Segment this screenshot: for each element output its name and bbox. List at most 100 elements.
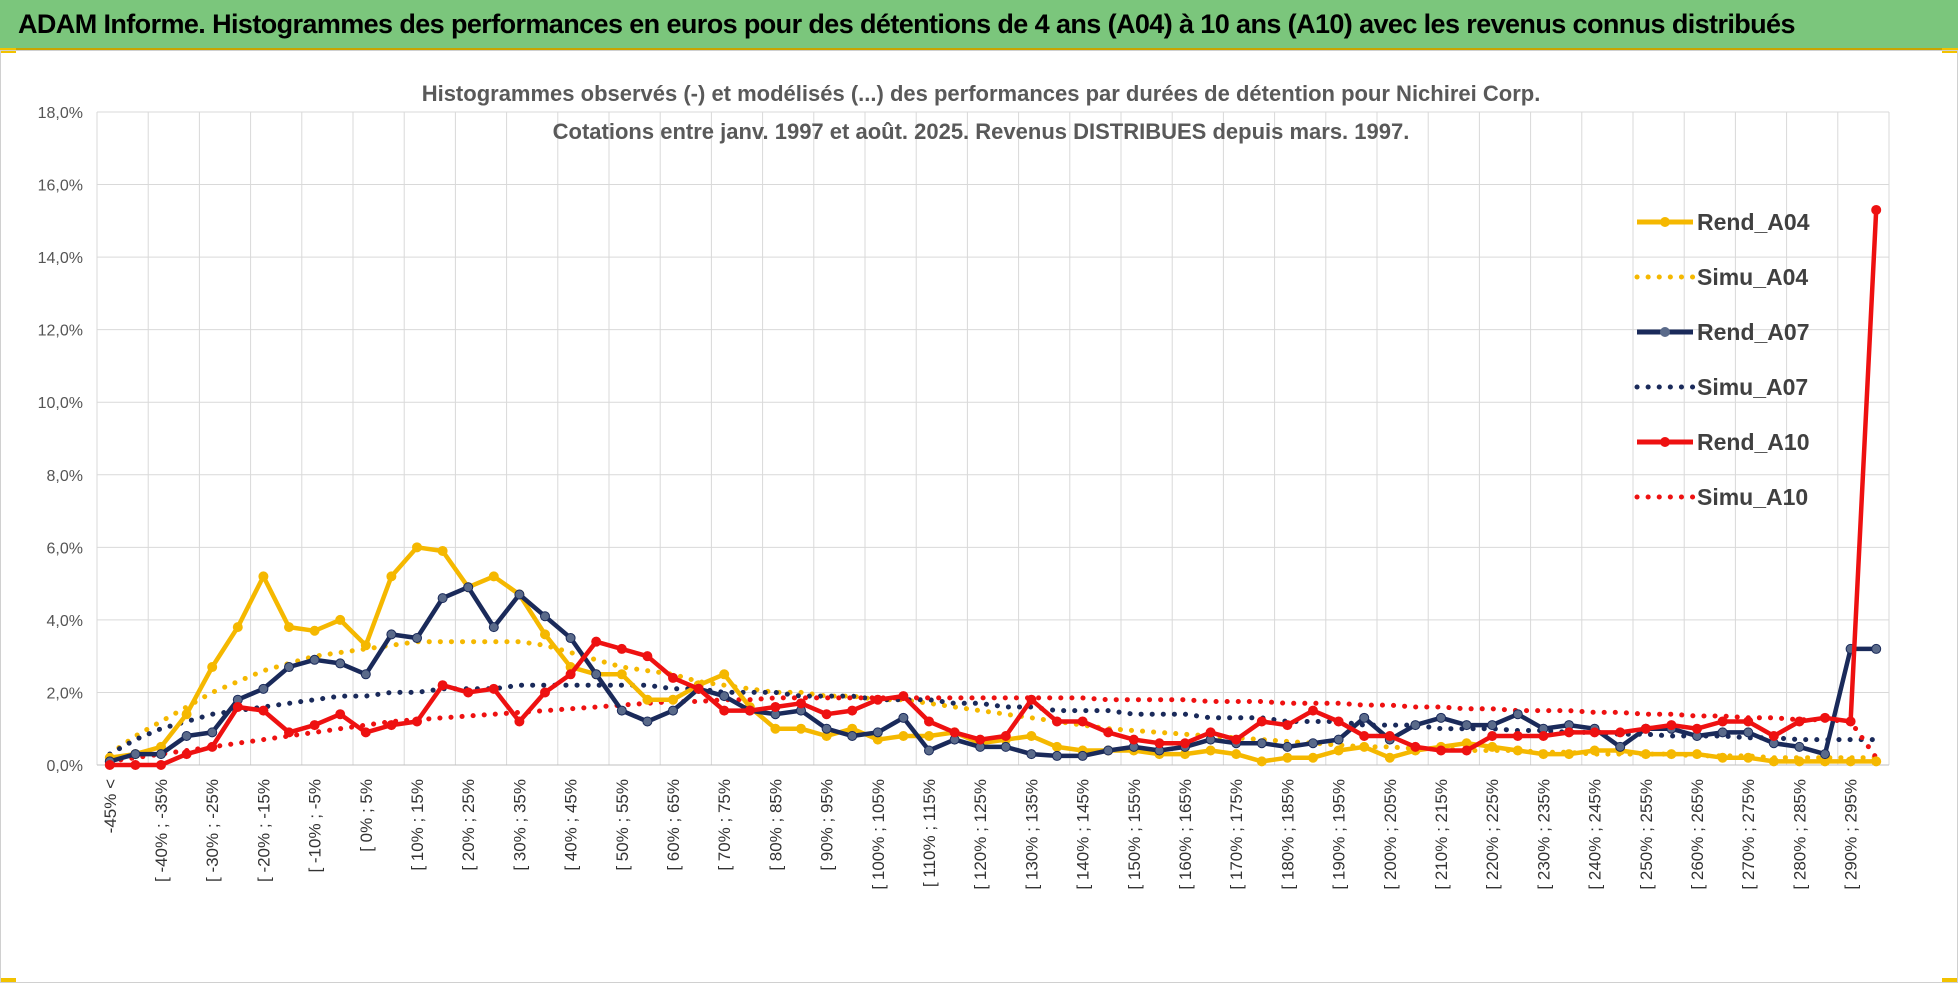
data-point (1768, 756, 1779, 767)
data-point (386, 571, 397, 582)
data-point (258, 571, 269, 582)
corner-accent (0, 978, 16, 983)
x-tick-label: [ 110% ; 115% (920, 779, 939, 887)
data-point (130, 760, 141, 770)
data-point (1538, 749, 1549, 760)
data-point (309, 625, 320, 636)
data-point (949, 727, 960, 738)
x-tick-label: [ 270% ; 275% (1739, 779, 1758, 890)
data-point (1359, 741, 1370, 752)
y-tick-label: 8,0% (47, 468, 83, 485)
data-point (1205, 727, 1216, 738)
data-point (156, 749, 166, 760)
data-point (1077, 716, 1088, 727)
data-point (181, 709, 192, 720)
data-point (1333, 716, 1344, 727)
data-point (1589, 745, 1600, 756)
legend-label: Rend_A10 (1697, 429, 1809, 455)
x-tick-label: [ 200% ; 205% (1381, 779, 1400, 890)
data-point (1692, 749, 1702, 760)
x-tick-label: -45% < (101, 779, 120, 833)
data-point (565, 669, 576, 680)
data-point (181, 749, 192, 760)
data-point (591, 636, 602, 647)
data-point (872, 727, 883, 738)
data-point (232, 622, 243, 633)
data-point (1436, 745, 1446, 756)
data-point (1692, 723, 1702, 734)
series-line-simu_a10 (107, 695, 1879, 764)
header-banner: ADAM Informe. Histogrammes des performan… (0, 0, 1958, 50)
data-point (1410, 720, 1421, 731)
data-point (1871, 643, 1882, 654)
data-point (1589, 727, 1600, 738)
data-point (1871, 204, 1882, 215)
data-point (1231, 734, 1242, 745)
data-point (1717, 752, 1728, 763)
data-point (1487, 720, 1498, 731)
data-point (1000, 730, 1011, 741)
data-point (1615, 741, 1626, 752)
data-point (616, 669, 627, 680)
data-point (1538, 730, 1549, 741)
data-point (642, 716, 653, 727)
x-tick-label: [ 50% ; 55% (613, 779, 632, 871)
data-point (1026, 749, 1037, 760)
data-point (514, 589, 525, 600)
data-point (1103, 745, 1114, 756)
data-point (335, 709, 346, 720)
data-point (1615, 727, 1626, 738)
data-point (744, 705, 755, 716)
data-point (258, 705, 269, 716)
x-tick-label: [ 20% ; 25% (459, 779, 478, 871)
data-point (1512, 709, 1523, 720)
data-point (386, 720, 397, 731)
data-point (1845, 756, 1856, 767)
legend-label: Simu_A04 (1697, 264, 1808, 290)
data-point (847, 730, 858, 741)
data-point (668, 672, 678, 683)
data-point (386, 629, 397, 640)
data-point (360, 640, 371, 651)
data-point (1717, 716, 1728, 727)
data-point (463, 582, 474, 593)
x-tick-label: [ 290% ; 295% (1842, 779, 1861, 890)
data-point (1333, 745, 1344, 756)
data-point (1564, 727, 1574, 738)
data-point (1256, 716, 1267, 727)
data-point (1282, 741, 1293, 752)
x-tick-label: [ 80% ; 85% (766, 779, 785, 871)
data-point (1333, 734, 1344, 745)
x-tick-label: [ 230% ; 235% (1534, 779, 1553, 890)
data-point (1512, 745, 1523, 756)
legend-marker (1660, 327, 1670, 337)
x-tick-label: [ 120% ; 125% (971, 779, 990, 890)
x-tick-label: [ 250% ; 255% (1637, 779, 1656, 890)
data-point (130, 749, 141, 760)
x-tick-label: [ 220% ; 225% (1483, 779, 1502, 890)
data-point (719, 705, 730, 716)
legend-label: Simu_A10 (1697, 484, 1808, 510)
data-point (821, 723, 832, 734)
data-point (1282, 720, 1293, 731)
data-point (693, 683, 704, 694)
data-point (616, 705, 627, 716)
data-point (437, 680, 448, 691)
series-line-simu_a07 (107, 682, 1879, 757)
data-point (412, 716, 422, 727)
data-point (796, 698, 806, 709)
x-tick-label: [ 240% ; 245% (1586, 779, 1605, 890)
data-point (1026, 694, 1037, 705)
data-point (1384, 730, 1395, 741)
data-point (719, 669, 730, 680)
x-tick-label: [ -20% ; -15% (254, 779, 273, 882)
data-point (1231, 749, 1242, 760)
x-tick-label: [ 40% ; 45% (562, 779, 581, 871)
data-point (412, 542, 422, 553)
data-point (924, 716, 934, 727)
x-tick-label: [ 280% ; 285% (1790, 779, 1809, 890)
data-point (565, 633, 576, 644)
data-point (872, 694, 883, 705)
x-tick-label: [ 70% ; 75% (715, 779, 734, 871)
data-point (847, 705, 858, 716)
